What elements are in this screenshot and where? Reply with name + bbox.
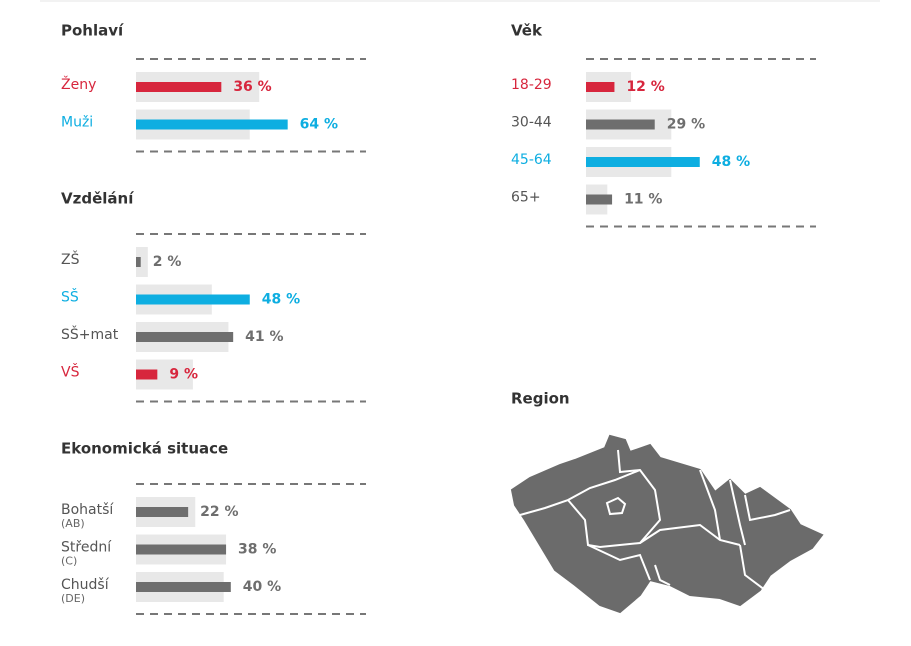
bar: [136, 369, 158, 380]
category-label: SŠ+mat: [61, 325, 119, 343]
bar: [136, 507, 189, 517]
category-label: 30-44: [511, 115, 552, 131]
category-label: Střední: [61, 540, 112, 556]
category-label: 18-29: [511, 77, 552, 93]
bar: [136, 294, 250, 305]
bar: [136, 332, 234, 342]
value-label: 48 %: [262, 292, 300, 308]
value-label: 41 %: [245, 329, 283, 345]
category-label: 65+: [511, 190, 541, 206]
chart-title: Vzdělání: [61, 190, 134, 208]
chart-title: Věk: [511, 22, 543, 40]
category-label: Bohatší: [61, 502, 114, 518]
value-label: 64 %: [300, 117, 338, 133]
value-label: 22 %: [200, 504, 238, 520]
category-note: (AB): [61, 517, 85, 530]
category-label: VŠ: [61, 363, 80, 381]
category-note: (C): [61, 555, 77, 568]
value-label: 2 %: [153, 254, 182, 270]
region-map: [510, 434, 824, 614]
category-note: (DE): [61, 592, 85, 605]
bar: [586, 119, 655, 130]
category-label: 45-64: [511, 152, 552, 168]
bar: [586, 82, 615, 92]
category-label: SŠ: [61, 288, 79, 306]
value-label: 29 %: [667, 117, 705, 133]
bar: [586, 157, 700, 167]
value-label: 36 %: [233, 79, 271, 95]
bar: [586, 194, 613, 205]
bar: [136, 82, 222, 92]
bar: [136, 582, 231, 592]
value-label: 48 %: [712, 154, 750, 170]
bar: [136, 544, 227, 555]
value-label: 12 %: [626, 79, 664, 95]
category-label: Ženy: [61, 75, 96, 93]
reference-bar: [136, 247, 148, 277]
top-shadow: [40, 0, 880, 2]
category-label: Chudší: [61, 577, 110, 593]
bar: [136, 257, 141, 267]
value-label: 11 %: [624, 192, 662, 208]
bar: [136, 119, 288, 130]
category-label: Muži: [61, 115, 93, 131]
chart-title: Ekonomická situace: [61, 440, 228, 458]
map-title: Region: [511, 390, 570, 408]
chart-title: Pohlaví: [61, 22, 124, 40]
value-label: 9 %: [169, 367, 198, 383]
category-label: ZŠ: [61, 250, 80, 268]
value-label: 40 %: [243, 579, 281, 595]
value-label: 38 %: [238, 542, 276, 558]
